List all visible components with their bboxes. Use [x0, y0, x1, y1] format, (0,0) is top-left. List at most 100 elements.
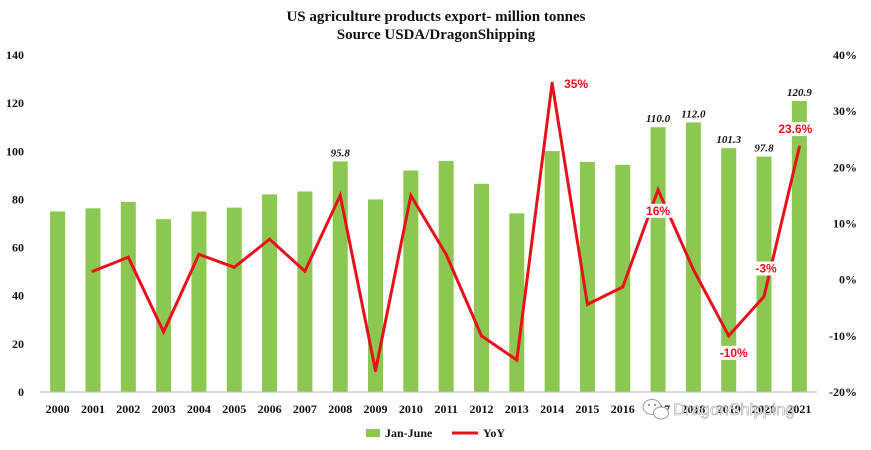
bar — [191, 211, 207, 392]
bar — [650, 127, 666, 393]
yoy-point — [91, 269, 95, 273]
yoy-point — [479, 334, 483, 338]
x-tick-label: 2001 — [81, 402, 105, 416]
y-right-tick-label: 20% — [833, 160, 857, 174]
line-label-bg — [643, 203, 673, 218]
yoy-point — [338, 193, 342, 197]
bar — [85, 208, 101, 392]
x-tick-label: 2009 — [364, 402, 388, 416]
bar — [297, 191, 313, 392]
bar — [226, 207, 242, 392]
x-tick-label: 2012 — [469, 402, 493, 416]
line-label-bg — [773, 122, 818, 137]
x-tick-label: 2003 — [152, 402, 176, 416]
legend-swatch-bar — [366, 429, 380, 437]
y-right-tick-label: 40% — [833, 48, 857, 62]
y-right-tick-label: 10% — [833, 217, 857, 231]
yoy-point — [550, 81, 554, 85]
bar-value-label: 97.8 — [754, 143, 774, 155]
bar — [368, 199, 384, 392]
y-left-tick-label: 60 — [12, 241, 24, 255]
bar — [685, 122, 701, 393]
bar — [615, 164, 631, 392]
yoy-point — [197, 252, 201, 256]
x-tick-label: 2008 — [328, 402, 352, 416]
line-value-label: 16% — [646, 204, 670, 218]
y-left-tick-label: 20 — [12, 337, 24, 351]
bar — [50, 211, 66, 392]
bar — [544, 151, 560, 392]
y-left-tick-label: 100 — [6, 144, 24, 158]
bar — [156, 219, 172, 392]
watermark: DragonShipping — [642, 399, 795, 420]
line-label-bg — [561, 77, 591, 92]
line-value-label: 23.6% — [778, 122, 812, 136]
x-tick-label: 2018 — [681, 402, 705, 416]
x-tick-label: 2015 — [575, 402, 599, 416]
line-value-label: -3% — [755, 262, 777, 276]
line-value-label: 35% — [564, 77, 588, 91]
bar — [579, 161, 595, 392]
y-left-tick-label: 80 — [12, 192, 24, 206]
yoy-point — [409, 193, 413, 197]
x-tick-label: 2011 — [434, 402, 457, 416]
legend: Jan-June YoY — [366, 426, 505, 440]
yoy-point — [691, 268, 695, 272]
chart-subtitle: Source USDA/DragonShipping — [337, 27, 536, 43]
yoy-point — [268, 237, 272, 241]
x-tick-label: 2004 — [187, 402, 211, 416]
yoy-point — [303, 269, 307, 273]
bar — [473, 183, 489, 392]
legend-label-bar: Jan-June — [385, 426, 433, 440]
yoy-point — [162, 330, 166, 334]
y-right-tick-label: -10% — [829, 329, 857, 343]
chart-title: US agriculture products export- million … — [286, 9, 585, 25]
x-tick-label: 2007 — [293, 402, 317, 416]
y-left-tick-label: 120 — [6, 96, 24, 110]
yoy-point — [232, 265, 236, 269]
yoy-point — [515, 358, 519, 362]
y-right-tick-label: -20% — [829, 385, 857, 399]
bar — [120, 201, 136, 392]
bar-value-label: 110.0 — [646, 113, 671, 125]
wechat-icon — [642, 399, 669, 420]
plot-area: 0 20 40 60 80 100 120 140 -20% -10% 0% 10% 20% 30% 40%… — [6, 48, 857, 416]
y-right-tick-label: 0% — [839, 273, 857, 287]
x-tick-label: 2006 — [258, 402, 282, 416]
bar — [403, 170, 419, 392]
bar — [509, 213, 525, 392]
x-tick-label: 2014 — [540, 402, 564, 416]
y-left-tick-label: 40 — [12, 289, 24, 303]
line-value-label: -10% — [720, 346, 748, 360]
x-tick-label: 2021 — [787, 402, 811, 416]
x-tick-label: 2013 — [505, 402, 529, 416]
bar-value-label: 120.9 — [787, 87, 812, 99]
x-tick-label: 2010 — [399, 402, 423, 416]
bar-value-label: 112.0 — [681, 108, 706, 120]
x-tick-label: 2019 — [717, 402, 741, 416]
yoy-point — [797, 145, 801, 149]
watermark-text: DragonShipping — [673, 400, 795, 419]
line-label-bg — [751, 261, 781, 276]
yoy-point — [621, 285, 625, 289]
yoy-point — [444, 252, 448, 256]
y-left-tick-label: 0 — [18, 385, 24, 399]
yoy-point — [656, 188, 660, 192]
bar — [262, 194, 278, 392]
yoy-point — [585, 302, 589, 306]
yoy-point — [374, 369, 378, 373]
x-tick-label: 2020 — [752, 402, 776, 416]
yoy-point — [727, 334, 731, 338]
bar — [791, 100, 807, 392]
y-right-tick-label: 30% — [833, 104, 857, 118]
yoy-point — [126, 255, 130, 259]
x-tick-label: 2000 — [46, 402, 70, 416]
line-label-bg — [715, 345, 752, 360]
yoy-point — [762, 295, 766, 299]
x-tick-label: 2002 — [116, 402, 140, 416]
bar — [438, 160, 454, 392]
bar-value-label: 101.3 — [716, 134, 741, 146]
bar-value-label: 95.8 — [331, 147, 351, 159]
x-tick-label: 2016 — [611, 402, 635, 416]
legend-label-line: YoY — [483, 426, 505, 440]
